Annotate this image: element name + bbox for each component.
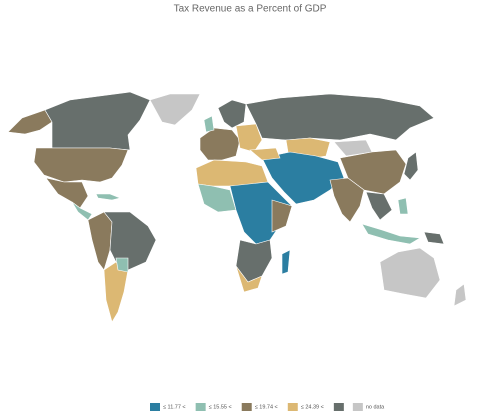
uk xyxy=(203,115,215,133)
philippines xyxy=(397,197,409,215)
usa xyxy=(33,147,129,183)
east-africa xyxy=(271,199,293,233)
legend: ≤ 11.77 < ≤ 15.55 < ≤ 19.74 < ≤ 24.39 < no d… xyxy=(150,403,385,411)
canada xyxy=(44,91,151,151)
legend-swatch xyxy=(287,403,298,411)
japan xyxy=(403,151,419,181)
madagascar xyxy=(281,249,291,275)
legend-swatch xyxy=(333,403,344,411)
legend-label: ≤ 15.55 < xyxy=(209,404,232,410)
legend-swatch xyxy=(241,403,252,411)
legend-label: ≤ 19.74 < xyxy=(255,404,278,410)
legend-swatch xyxy=(150,403,160,411)
australia xyxy=(379,247,441,299)
middle-east xyxy=(261,151,345,205)
andes xyxy=(87,211,113,271)
legend-swatch xyxy=(195,403,206,411)
caribbean xyxy=(95,193,121,201)
russia xyxy=(245,93,435,141)
legend-label: no data xyxy=(366,404,385,410)
mexico xyxy=(45,177,89,209)
scandinavia xyxy=(217,99,247,129)
eastern-europe xyxy=(235,123,263,153)
legend-swatch xyxy=(352,403,363,411)
brazil xyxy=(103,211,157,271)
southeast-asia xyxy=(365,191,393,221)
turkey xyxy=(249,147,281,161)
map-title: Tax Revenue as a Percent of GDP xyxy=(174,4,327,15)
south-africa xyxy=(235,265,263,293)
central-america xyxy=(71,201,93,221)
greenland xyxy=(149,93,201,126)
papua xyxy=(423,231,445,245)
india xyxy=(329,177,365,223)
world-map xyxy=(7,91,467,323)
new-zealand xyxy=(453,283,467,307)
legend-label: ≤ 24.39 < xyxy=(301,404,324,410)
paraguay xyxy=(115,257,129,273)
legend-label: ≤ 11.77 < xyxy=(163,404,186,410)
western-europe xyxy=(199,127,241,161)
alaska xyxy=(7,109,53,135)
north-africa xyxy=(195,159,269,187)
indonesia xyxy=(361,223,421,245)
